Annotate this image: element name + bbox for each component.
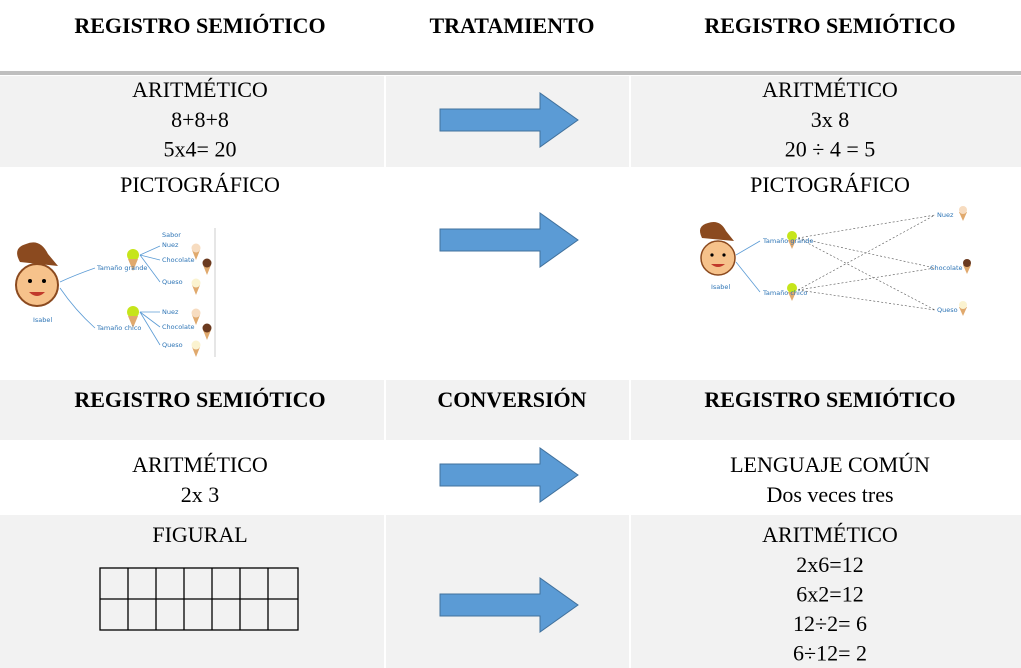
diagram-label: Chocolate xyxy=(162,323,195,331)
diagram-label: Queso xyxy=(937,306,958,314)
cell-title: FIGURAL xyxy=(152,522,247,547)
cell-title: PICTOGRÁFICO xyxy=(750,172,910,197)
column-header: CONVERSIÓN xyxy=(437,387,586,412)
diagram-label: Chocolate xyxy=(930,264,963,272)
arrow xyxy=(439,447,579,503)
column-separators xyxy=(384,76,631,668)
column-header: REGISTRO SEMIÓTICO xyxy=(74,13,325,38)
cell-title: LENGUAJE COMÚN xyxy=(730,452,930,477)
cell-line: 3x 8 xyxy=(811,107,850,132)
cell-line: 5x4= 20 xyxy=(164,137,237,162)
cell-line: 6÷12= 2 xyxy=(793,641,867,666)
cell-line: 2x 3 xyxy=(181,482,220,507)
diagram-label: Nuez xyxy=(937,211,954,219)
diagram-label: Queso xyxy=(162,341,183,349)
arrow xyxy=(439,92,579,148)
cell-title: ARITMÉTICO xyxy=(132,452,268,477)
figural-grid xyxy=(99,567,299,631)
row-bg xyxy=(0,515,1021,668)
diagram-label: Tamaño grande xyxy=(96,264,147,272)
cell-line: 20 ÷ 4 = 5 xyxy=(785,137,875,162)
row-bg xyxy=(0,380,1021,440)
cell-line: 12÷2= 6 xyxy=(793,611,867,636)
cell-title: PICTOGRÁFICO xyxy=(120,172,280,197)
cell-line: 2x6=12 xyxy=(796,552,863,577)
arrow xyxy=(439,577,579,633)
tree-diagram-left xyxy=(15,228,216,357)
diagram-label: Chocolate xyxy=(162,256,195,264)
tree-diagram-right xyxy=(700,206,971,316)
cell-line: 6x2=12 xyxy=(796,582,863,607)
rule xyxy=(0,71,1021,75)
diagram-label: Nuez xyxy=(162,241,179,249)
cell-title: ARITMÉTICO xyxy=(762,77,898,102)
diagram-label: Tamaño chico xyxy=(762,289,807,297)
diagram-label: Isabel xyxy=(711,283,730,291)
diagram-label: Sabor xyxy=(162,231,181,239)
cell-line: Dos veces tres xyxy=(766,482,893,507)
diagram-label: Queso xyxy=(162,278,183,286)
column-header: REGISTRO SEMIÓTICO xyxy=(704,387,955,412)
arrow xyxy=(439,212,579,268)
column-header: REGISTRO SEMIÓTICO xyxy=(704,13,955,38)
diagram-label: Isabel xyxy=(33,316,52,324)
diagram-label: Tamaño grande xyxy=(762,237,813,245)
diagram-label: Tamaño chico xyxy=(96,324,141,332)
cell-line: 8+8+8 xyxy=(171,107,229,132)
column-header: REGISTRO SEMIÓTICO xyxy=(74,387,325,412)
diagram-label: Nuez xyxy=(162,308,179,316)
cell-title: ARITMÉTICO xyxy=(132,77,268,102)
column-header: TRATAMIENTO xyxy=(429,13,594,38)
cell-title: ARITMÉTICO xyxy=(762,522,898,547)
